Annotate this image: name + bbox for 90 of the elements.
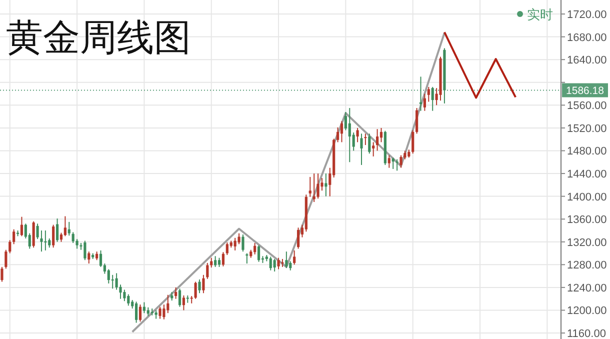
candlestick — [115, 272, 118, 290]
candlestick — [48, 238, 51, 248]
candlestick — [380, 127, 383, 143]
candlestick — [32, 220, 35, 248]
candlestick — [72, 232, 74, 244]
candlestick — [356, 127, 359, 143]
candlestick — [202, 274, 205, 294]
candlestick — [226, 242, 228, 256]
candlestick — [296, 227, 300, 250]
candlestick — [324, 173, 328, 197]
candlestick — [396, 158, 398, 172]
candlestick — [400, 154, 402, 168]
candlestick — [234, 237, 236, 251]
candlestick — [56, 218, 59, 242]
candlestick — [316, 173, 320, 200]
candlestick — [68, 221, 70, 236]
candlestick — [308, 176, 312, 198]
candlestick — [64, 216, 66, 237]
y-tick-label: 1640.00 — [567, 54, 607, 67]
candlestick — [364, 133, 367, 146]
candlestick — [214, 256, 217, 268]
candlestick — [52, 224, 55, 248]
candlestick — [198, 278, 201, 294]
y-tick-label: 1560.00 — [567, 100, 607, 112]
candlestick — [20, 216, 24, 237]
candlestick — [222, 252, 225, 267]
y-tick-label: 1440.00 — [567, 168, 607, 181]
y-tick-label: 1280.00 — [567, 260, 607, 272]
y-tick-label: 1160.00 — [567, 328, 606, 339]
candlestick — [174, 286, 178, 300]
candlestick — [360, 133, 363, 166]
candlestick — [348, 108, 351, 163]
candlestick — [427, 86, 430, 102]
candlestick — [182, 294, 186, 311]
y-tick-label: 1720.00 — [567, 9, 607, 22]
candlestick — [206, 262, 209, 280]
y-tick-label: 1520.00 — [567, 122, 607, 135]
candlestick — [138, 304, 142, 322]
candlestick — [372, 142, 375, 157]
candlestick — [135, 301, 138, 324]
candlestick — [257, 244, 260, 262]
text: 黄金周线图 — [6, 16, 191, 59]
candlestick — [376, 128, 379, 152]
candlestick — [218, 257, 221, 268]
candlestick — [142, 302, 146, 314]
candlestick — [127, 294, 130, 306]
y-tick-label: 1320.00 — [567, 236, 607, 249]
candlestick — [84, 240, 86, 261]
y-tick-label: 1240.00 — [567, 282, 607, 294]
candlestick — [254, 242, 256, 255]
candlestick — [210, 257, 213, 268]
candlestick — [40, 230, 43, 252]
candlestick — [88, 251, 90, 264]
candlestick — [388, 154, 390, 168]
candlestick — [340, 120, 344, 143]
candlestick — [178, 288, 182, 308]
candlestick — [99, 250, 102, 268]
candlestick — [242, 234, 244, 252]
candlestick — [111, 274, 114, 290]
candlestick — [166, 294, 170, 314]
candlestick — [158, 306, 162, 320]
y-tick-label: 1360.00 — [567, 214, 607, 226]
y-tick-label: 1400.00 — [567, 191, 607, 204]
candlestick — [368, 133, 371, 154]
candlestick — [194, 281, 197, 300]
candlestick — [416, 108, 418, 134]
candlestick — [36, 223, 39, 240]
y-tick-label: 1480.00 — [567, 146, 607, 158]
candlestick — [336, 126, 340, 143]
candlestick — [277, 257, 280, 270]
candlestick — [289, 260, 292, 271]
candlestick — [8, 240, 12, 254]
candlestick — [4, 249, 8, 270]
candlestick — [285, 251, 288, 269]
candlestick — [123, 289, 126, 302]
candlestick — [162, 304, 166, 320]
candlestick — [12, 228, 16, 245]
y-tick-label: 1200.00 — [567, 305, 607, 318]
candlestick — [0, 266, 4, 282]
candlestick — [107, 268, 110, 284]
candlestick — [238, 232, 240, 245]
candlestick — [293, 250, 296, 266]
ref-line-label: 1586.18 — [566, 85, 604, 98]
candlestick — [269, 256, 272, 271]
candlestick — [423, 93, 426, 112]
candlestick — [412, 130, 414, 154]
y-tick-label: 1680.00 — [567, 32, 607, 44]
candlestick — [273, 258, 276, 272]
candlestick — [431, 86, 434, 112]
candlestick — [392, 157, 394, 170]
